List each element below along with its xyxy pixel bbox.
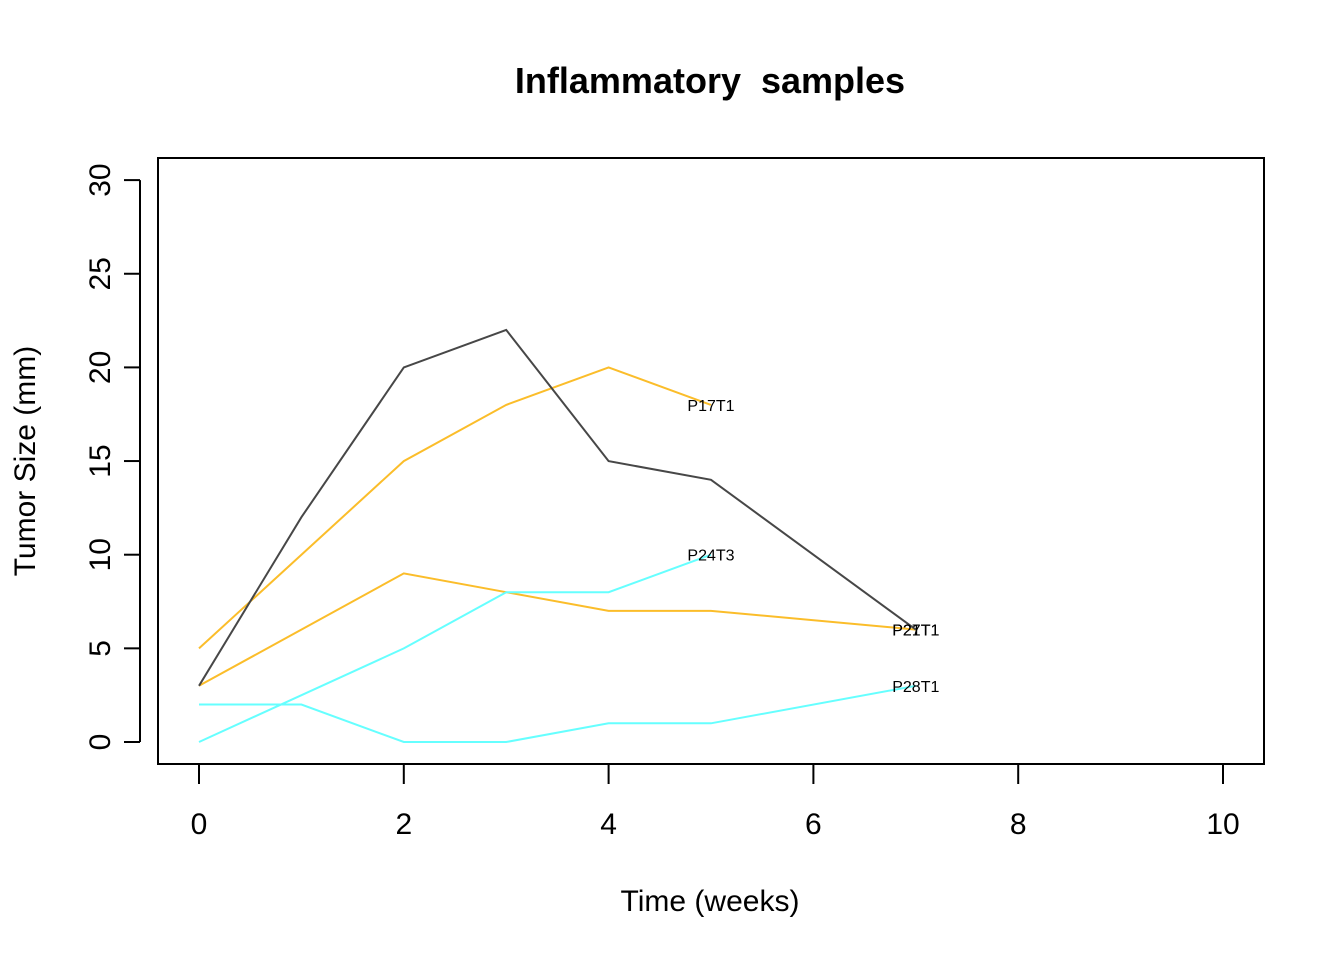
- x-tick-label: 4: [600, 808, 617, 841]
- series-label-P27T1: P27T1: [892, 623, 939, 640]
- x-axis-label: Time (weeks): [621, 885, 800, 918]
- plot-frame: [157, 157, 1265, 765]
- series-line-P17T1: [198, 366, 712, 650]
- x-tick-label: 10: [1206, 808, 1239, 841]
- x-tick-label: 0: [191, 808, 208, 841]
- chart-title: Inflammatory samples: [515, 60, 905, 101]
- y-axis: 0 5 10 15 20 25 30: [84, 163, 141, 751]
- y-tick-label: 25: [84, 257, 117, 290]
- series-label-P21T1: P21T1: [892, 623, 939, 640]
- series-label-P17T1: P17T1: [687, 398, 734, 415]
- series-label-P24T3: P24T3: [687, 548, 734, 565]
- y-tick-label: 10: [84, 538, 117, 571]
- x-tick-label: 6: [805, 808, 822, 841]
- series-label-P28T1: P28T1: [892, 679, 939, 696]
- y-tick-label: 20: [84, 351, 117, 384]
- y-tick-label: 5: [84, 640, 117, 657]
- series-line-P24T3: [198, 553, 712, 743]
- series-line-P28T1: [199, 684, 916, 743]
- y-tick-label: 0: [84, 734, 117, 751]
- series-lines: [198, 328, 917, 743]
- x-axis: 0 2 4 6 8 10: [191, 763, 1240, 841]
- series-line-P27T1: [198, 328, 917, 687]
- x-tick-label: 2: [395, 808, 412, 841]
- x-tick-label: 8: [1010, 808, 1027, 841]
- series-line-P21T1: [198, 572, 916, 687]
- y-axis-label: Tumor Size (mm): [9, 346, 42, 577]
- y-tick-label: 15: [84, 444, 117, 477]
- y-tick-label: 30: [84, 163, 117, 196]
